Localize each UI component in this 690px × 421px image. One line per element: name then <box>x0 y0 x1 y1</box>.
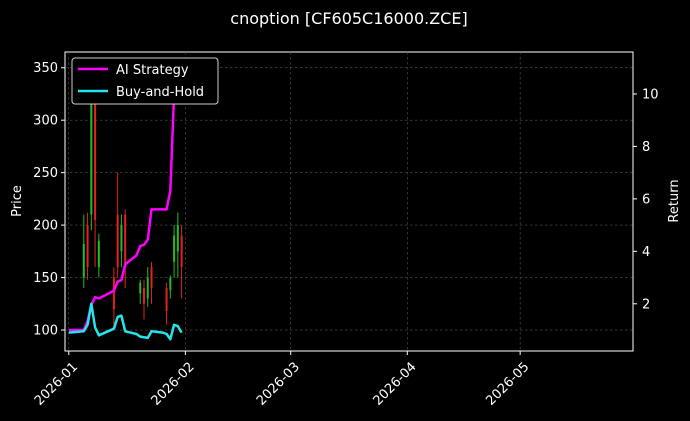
y-tick-label: 200 <box>33 219 58 234</box>
candle-body <box>94 88 97 220</box>
y-axis-label: Price <box>10 185 25 217</box>
legend-box <box>71 57 219 105</box>
candle-body <box>120 225 123 252</box>
y-tick-label: 350 <box>33 61 58 76</box>
series-line-buy-and-hold <box>68 302 183 341</box>
candle-body <box>97 240 100 268</box>
candle-body <box>146 277 149 299</box>
y2-tick-label: 6 <box>642 192 650 207</box>
candle-body <box>90 88 93 215</box>
y2-tick-label: 4 <box>642 245 650 260</box>
candle-body <box>124 214 127 268</box>
candle-body <box>112 277 115 310</box>
y2-tick-label: 2 <box>642 297 650 312</box>
candle-body <box>86 225 89 268</box>
legend: AI Strategy Buy-and-Hold <box>71 57 219 105</box>
right-axis: 2 4 6 8 10 <box>633 87 659 312</box>
y-tick-label: 250 <box>33 166 58 181</box>
y2-tick-label: 8 <box>642 140 650 155</box>
return-lines <box>68 67 183 341</box>
candle-body <box>116 214 119 268</box>
candle-body <box>173 235 176 262</box>
candle-body <box>165 288 168 312</box>
candle-body <box>180 235 183 268</box>
left-axis: 100 150 200 250 300 350 <box>33 61 65 339</box>
y-tick-label: 300 <box>33 114 58 129</box>
candle-body <box>169 277 172 291</box>
y-tick-label: 100 <box>33 324 58 339</box>
y2-tick-label: 10 <box>642 87 659 102</box>
chart-title: cnoption [CF605C16000.ZCE] <box>230 9 467 28</box>
y-tick-label: 150 <box>33 271 58 286</box>
candle-body <box>142 288 145 304</box>
candle-body <box>82 243 85 278</box>
candle-body <box>176 225 179 252</box>
y2-axis-label: Return <box>667 179 682 222</box>
legend-label-ai-strategy: AI Strategy <box>116 63 189 78</box>
candle-body <box>150 267 153 289</box>
legend-label-buy-and-hold: Buy-and-Hold <box>116 85 204 100</box>
candle-body <box>139 282 142 294</box>
